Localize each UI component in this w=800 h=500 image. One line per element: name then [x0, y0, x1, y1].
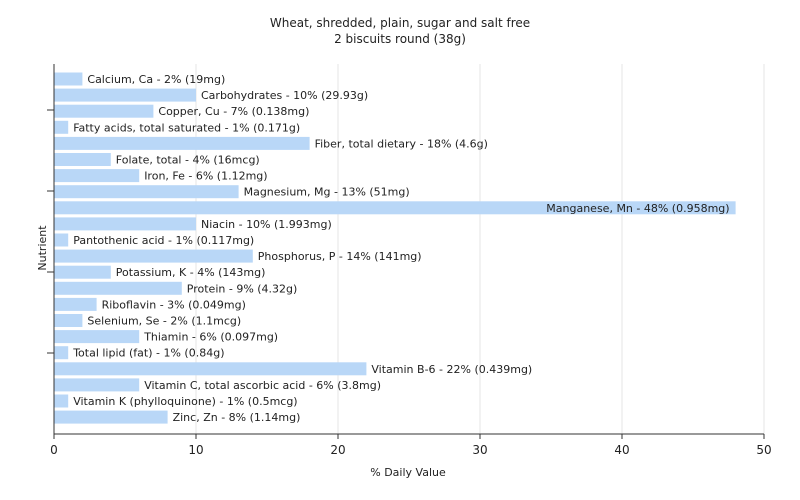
bar	[54, 249, 253, 263]
bar-label: Carbohydrates - 10% (29.93g)	[201, 89, 368, 102]
bar	[54, 88, 196, 102]
x-tick-label: 40	[614, 443, 629, 457]
bar	[54, 362, 367, 376]
bar	[54, 281, 182, 295]
bar-label: Calcium, Ca - 2% (19mg)	[87, 73, 225, 86]
bar-label: Thiamin - 6% (0.097mg)	[143, 331, 278, 344]
bar	[54, 201, 736, 215]
bar-label: Vitamin B-6 - 22% (0.439mg)	[371, 363, 532, 376]
bar-labels: Calcium, Ca - 2% (19mg) Carbohydrates - 1…	[72, 73, 729, 424]
bar-label: Fiber, total dietary - 18% (4.6g)	[315, 137, 488, 150]
bar-label: Pantothenic acid - 1% (0.117mg)	[73, 234, 254, 247]
bar-label: Riboflavin - 3% (0.049mg)	[102, 298, 246, 311]
bar-label: Niacin - 10% (1.993mg)	[201, 218, 332, 231]
bar-label: Folate, total - 4% (16mcg)	[116, 154, 260, 167]
bar	[54, 330, 140, 344]
bar	[54, 185, 239, 199]
bar-label: Vitamin C, total ascorbic acid - 6% (3.8…	[144, 379, 381, 392]
bar	[54, 136, 310, 150]
bar-label: Selenium, Se - 2% (1.1mcg)	[87, 315, 241, 328]
bar-label: Total lipid (fat) - 1% (0.84g)	[72, 347, 224, 360]
bar-label: Potassium, K - 4% (143mg)	[116, 266, 266, 279]
y-axis-label: Nutrient	[36, 225, 49, 271]
bar	[54, 233, 69, 247]
bar	[54, 265, 111, 279]
x-tick-label: 10	[188, 443, 203, 457]
chart-subtitle: 2 biscuits round (38g)	[334, 32, 466, 46]
bar	[54, 169, 140, 183]
bar-label: Copper, Cu - 7% (0.138mg)	[158, 105, 309, 118]
bar	[54, 72, 83, 86]
bar-label: Fatty acids, total saturated - 1% (0.171…	[73, 121, 300, 134]
bar	[54, 314, 83, 327]
bar-label: Protein - 9% (4.32g)	[187, 282, 298, 295]
x-tick-label: 30	[472, 443, 487, 457]
axes: 0 10 20 30 40 50	[47, 64, 772, 457]
bar	[54, 378, 140, 392]
bar	[54, 394, 69, 408]
bar-label: Phosphorus, P - 14% (141mg)	[258, 250, 422, 263]
bar	[54, 346, 69, 360]
bar	[54, 104, 154, 118]
bar	[54, 153, 111, 166]
bar	[54, 217, 196, 231]
x-axis-label: % Daily Value	[370, 466, 446, 479]
bar-label: Vitamin K (phylloquinone) - 1% (0.5mcg)	[73, 395, 297, 408]
bar	[54, 410, 168, 424]
bar-label: Iron, Fe - 6% (1.12mg)	[144, 170, 267, 183]
bars	[54, 72, 736, 424]
bar-label: Zinc, Zn - 8% (1.14mg)	[173, 411, 301, 424]
bar-label: Manganese, Mn - 48% (0.958mg)	[546, 202, 729, 215]
chart-title: Wheat, shredded, plain, sugar and salt f…	[269, 16, 531, 30]
x-tick-label: 20	[330, 443, 345, 457]
x-tick-label: 50	[756, 443, 771, 457]
bar-label: Magnesium, Mg - 13% (51mg)	[244, 186, 410, 199]
x-tick-label: 0	[50, 443, 58, 457]
bar	[54, 120, 69, 134]
bar	[54, 297, 97, 311]
